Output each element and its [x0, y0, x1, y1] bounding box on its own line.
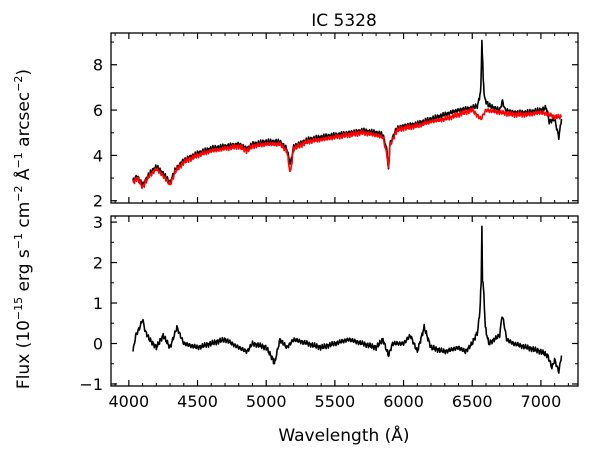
y-tick-label: 6	[93, 101, 103, 120]
bottom-panel: 4000 4500 5000 5500 6000 6500 7000 −1 0 1 2 3	[79, 213, 579, 411]
y-axis-label: Flux (10−15 erg s−1 cm−2 Å−1 arcsec−2)	[12, 69, 34, 389]
series-line-1	[132, 225, 563, 374]
x-tick-label: 7000	[521, 392, 562, 411]
y-tick-label: 2	[93, 192, 103, 211]
series-line-2	[132, 107, 563, 190]
y-tick-label: 0	[93, 335, 103, 354]
y-tick-label: 3	[93, 213, 103, 232]
x-tick-label: 5500	[315, 392, 356, 411]
y-tick-label: 1	[93, 294, 103, 313]
chart-title: IC 5328	[311, 11, 377, 31]
x-axis-label: Wavelength (Å)	[278, 424, 409, 446]
x-tick-label: 6000	[383, 392, 424, 411]
x-tick-label: 5000	[246, 392, 287, 411]
axes-frame	[110, 215, 579, 387]
y-tick-label: 4	[93, 146, 103, 165]
x-tick-label: 4000	[108, 392, 149, 411]
axes-frame	[110, 32, 579, 204]
y-tick-label: 8	[93, 56, 103, 75]
x-tick-label: 6500	[452, 392, 493, 411]
y-tick-label: 2	[93, 254, 103, 273]
x-tick-label: 4500	[177, 392, 218, 411]
top-panel: 2 4 6 8	[93, 32, 579, 211]
y-tick-label: −1	[79, 375, 103, 394]
